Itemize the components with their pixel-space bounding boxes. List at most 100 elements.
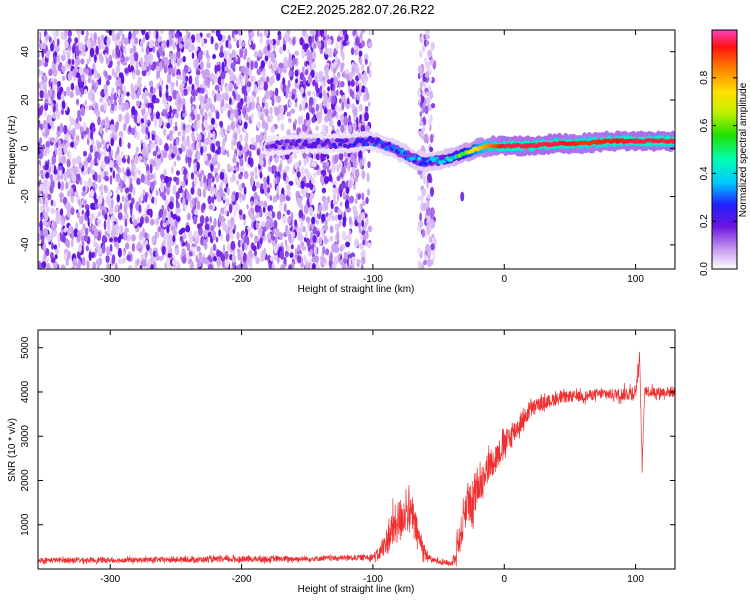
noise-cell bbox=[418, 169, 423, 175]
noise-cell bbox=[191, 52, 195, 59]
noise-cell bbox=[212, 255, 217, 262]
noise-cell bbox=[114, 262, 118, 269]
noise-cell bbox=[220, 207, 225, 215]
noise-cell bbox=[342, 40, 347, 47]
noise-cell bbox=[93, 241, 99, 248]
noise-cell bbox=[212, 230, 217, 241]
noise-cell bbox=[64, 39, 69, 50]
noise-cell bbox=[349, 88, 353, 97]
noise-cell bbox=[218, 40, 223, 47]
noise-cell bbox=[148, 140, 152, 145]
noise-cell bbox=[257, 240, 260, 250]
noise-cell bbox=[207, 153, 212, 161]
noise-cell bbox=[71, 172, 76, 182]
noise-cell bbox=[321, 177, 325, 187]
noise-cell bbox=[196, 261, 202, 268]
noise-cell bbox=[427, 76, 433, 82]
noise-cell bbox=[330, 82, 334, 91]
noise-cell bbox=[256, 121, 261, 129]
noise-cell bbox=[146, 243, 150, 251]
noise-cell bbox=[240, 250, 244, 257]
noise-cell bbox=[93, 157, 98, 163]
noise-cell bbox=[80, 58, 85, 65]
noise-cell bbox=[168, 110, 172, 119]
noise-cell bbox=[150, 58, 153, 66]
noise-cell bbox=[138, 155, 143, 161]
noise-cell bbox=[322, 80, 326, 87]
noise-cell bbox=[70, 82, 75, 91]
noise-cell bbox=[83, 79, 87, 86]
noise-cell bbox=[131, 162, 136, 172]
noise-cell bbox=[324, 176, 329, 184]
noise-cell bbox=[248, 266, 254, 269]
noise-cell bbox=[136, 80, 141, 88]
noise-cell bbox=[131, 91, 135, 100]
noise-cell bbox=[137, 241, 141, 250]
noise-cell bbox=[313, 245, 317, 255]
ridge-core bbox=[364, 142, 370, 147]
noise-cell bbox=[75, 263, 79, 269]
noise-cell bbox=[319, 85, 323, 93]
noise-cell bbox=[323, 41, 327, 49]
noise-cell bbox=[305, 216, 311, 223]
noise-cell bbox=[61, 100, 66, 110]
noise-cell bbox=[427, 193, 432, 200]
noise-cell bbox=[119, 179, 123, 188]
noise-cell bbox=[68, 151, 72, 161]
noise-cell bbox=[158, 208, 164, 218]
noise-cell bbox=[191, 113, 196, 121]
noise-cell bbox=[45, 140, 50, 149]
noise-cell bbox=[345, 194, 350, 201]
noise-cell bbox=[302, 225, 306, 233]
noise-cell bbox=[259, 171, 263, 179]
noise-cell bbox=[348, 114, 352, 124]
noise-cell bbox=[431, 233, 435, 239]
noise-cell bbox=[244, 152, 247, 163]
noise-cell bbox=[201, 102, 204, 110]
noise-cell bbox=[288, 100, 293, 106]
noise-cell bbox=[160, 30, 164, 35]
noise-cell bbox=[294, 219, 298, 227]
noise-cell bbox=[342, 191, 346, 200]
noise-cell bbox=[108, 207, 114, 215]
noise-cell bbox=[191, 83, 195, 90]
noise-cell bbox=[257, 105, 261, 113]
noise-cell bbox=[166, 134, 170, 141]
noise-cell bbox=[155, 65, 160, 72]
noise-cell bbox=[97, 141, 102, 149]
x-tick-label: -300 bbox=[100, 274, 120, 285]
ridge-core bbox=[353, 140, 359, 145]
noise-cell bbox=[91, 251, 96, 259]
noise-cell bbox=[155, 111, 160, 120]
noise-cell bbox=[140, 103, 145, 110]
noise-cell bbox=[270, 39, 274, 45]
noise-cell bbox=[268, 182, 273, 189]
colorbar-tick-label: 0.8 bbox=[699, 70, 710, 84]
noise-cell bbox=[267, 209, 273, 217]
noise-cell bbox=[421, 228, 425, 238]
noise-cell bbox=[46, 262, 51, 269]
bottom-y-axis-label: SNR (10 * v/v) bbox=[7, 418, 18, 482]
noise-cell bbox=[230, 121, 235, 130]
noise-cell bbox=[361, 192, 365, 201]
noise-cell bbox=[174, 121, 178, 127]
noise-cell bbox=[251, 30, 255, 38]
noise-cell bbox=[237, 56, 241, 65]
noise-cell bbox=[250, 144, 256, 151]
noise-cell bbox=[231, 49, 236, 58]
noise-cell bbox=[292, 231, 296, 238]
noise-cell bbox=[327, 86, 331, 92]
noise-cell bbox=[220, 254, 226, 262]
noise-cell bbox=[149, 247, 153, 257]
noise-cell bbox=[162, 222, 167, 228]
noise-cell bbox=[279, 193, 284, 203]
noise-cell bbox=[306, 238, 311, 248]
ridge-core bbox=[287, 145, 293, 150]
noise-cell bbox=[152, 150, 157, 157]
noise-cell bbox=[344, 199, 350, 209]
noise-cell bbox=[47, 148, 51, 155]
noise-cell bbox=[215, 111, 220, 120]
noise-cell bbox=[358, 50, 363, 57]
noise-cell bbox=[86, 156, 92, 163]
noise-cell bbox=[167, 241, 171, 251]
